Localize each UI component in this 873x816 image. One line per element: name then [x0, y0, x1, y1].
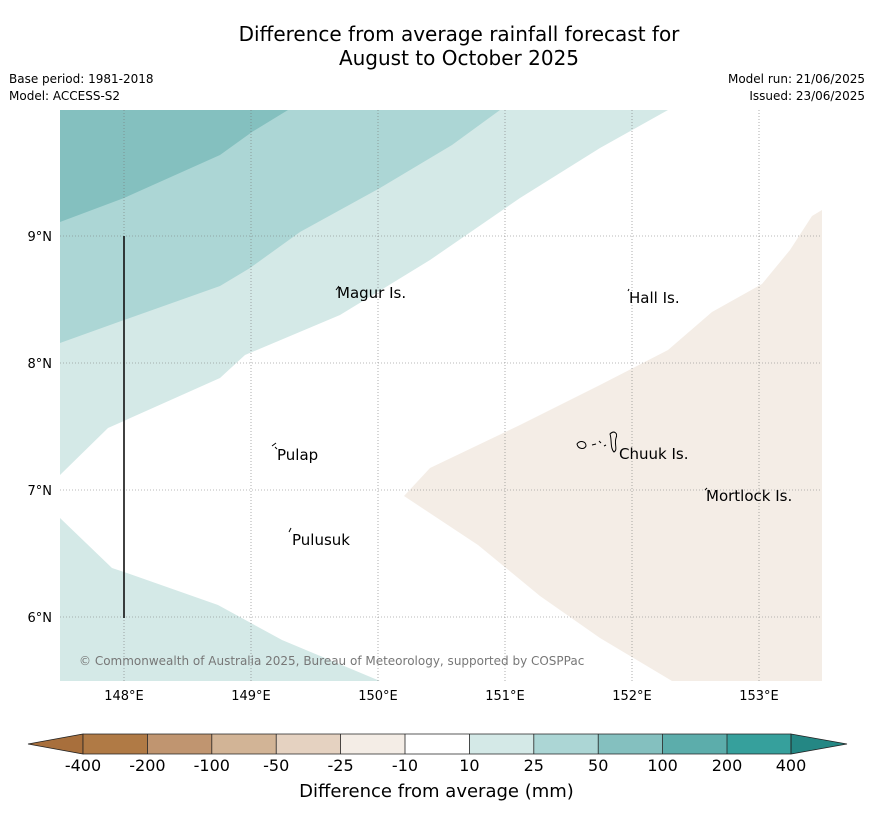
colorbar-box-5 [340, 734, 405, 754]
pulusuk-island-shape [288, 527, 292, 533]
colorbar-box-4 [276, 734, 341, 754]
lon-tick-151: 151°E [485, 689, 525, 704]
pulap-island-shape [271, 442, 278, 450]
map-panel: Magur Is. Hall Is. Pulap Chuuk Is. Mortl… [60, 110, 822, 681]
colorbar-label-neg100: -100 [193, 756, 230, 775]
colorbar-label-neg10: -10 [391, 756, 419, 775]
base-period: Base period: 1981-2018 [9, 72, 154, 86]
colorbar-box-8 [533, 734, 599, 754]
lon-tick-148: 148°E [104, 689, 144, 704]
place-label-hall: Hall Is. [629, 289, 680, 307]
model-run: Model run: 21/06/2025 [727, 72, 865, 86]
anomaly-area-10-25-lower [60, 518, 380, 681]
gridlines [60, 110, 822, 681]
lon-tick-152: 152°E [612, 689, 652, 704]
place-label-pulap: Pulap [277, 446, 318, 464]
colorbar-label-100: 100 [647, 756, 678, 775]
lon-tick-149: 149°E [231, 689, 271, 704]
colorbar-label-neg50: -50 [263, 756, 290, 775]
colorbar [27, 733, 848, 755]
model-name: Model: ACCESS-S2 [9, 89, 121, 103]
title-line-2: August to October 2025 [338, 46, 580, 70]
colorbar-label-50: 50 [588, 756, 609, 775]
lat-tick-labels: 9°N 8°N 7°N 6°N [28, 230, 53, 626]
map-title: Difference from average rainfall forecas… [0, 22, 873, 70]
anomaly-area-minus25-minus10 [404, 210, 822, 681]
colorbar-label-neg25: -25 [327, 756, 354, 775]
place-label-pulusuk: Pulusuk [292, 531, 350, 549]
colorbar-label-neg200: -200 [129, 756, 166, 775]
lon-tick-150: 150°E [358, 689, 398, 704]
colorbar-box-2 [147, 734, 212, 754]
lat-tick-8n: 8°N [28, 357, 53, 372]
anomaly-area-50-100 [60, 110, 288, 222]
meta-left: Base period: 1981-2018 Model: ACCESS-S2 [9, 71, 154, 105]
colorbar-box-7 [469, 734, 534, 754]
colorbar-label-10: 10 [459, 756, 480, 775]
colorbar-title: Difference from average (mm) [299, 781, 574, 802]
issued-date: Issued: 23/06/2025 [749, 89, 865, 103]
mortlock-island-shape [704, 487, 708, 491]
colorbar-label-25: 25 [523, 756, 544, 775]
hall-island-shape [627, 288, 630, 292]
place-labels: Magur Is. Hall Is. Pulap Chuuk Is. Mortl… [277, 284, 792, 549]
colorbar-box-3 [211, 734, 277, 754]
colorbar-box-11 [727, 734, 791, 754]
colorbar-box-10 [662, 734, 727, 754]
colorbar-box-9 [598, 734, 663, 754]
magur-island-shape [335, 285, 340, 291]
chuuk-lagoon-shape [576, 431, 617, 453]
lon-tick-153: 153°E [739, 689, 779, 704]
meta-right: Model run: 21/06/2025 Issued: 23/06/2025 [728, 71, 865, 105]
colorbar-extend-low [27, 733, 84, 755]
title-line-1: Difference from average rainfall forecas… [238, 22, 680, 46]
place-label-chuuk: Chuuk Is. [619, 445, 688, 463]
colorbar-box-1 [83, 734, 148, 754]
lat-tick-7n: 7°N [28, 484, 53, 499]
colorbar-label-400: 400 [775, 756, 807, 775]
lat-tick-9n: 9°N [28, 230, 53, 245]
place-label-mortlock: Mortlock Is. [706, 487, 792, 505]
island-markers [271, 285, 708, 533]
colorbar-label-200: 200 [711, 756, 743, 775]
colorbar-box-6 [405, 734, 470, 754]
colorbar-label-neg400: -400 [64, 756, 102, 775]
lon-tick-labels: 148°E 149°E 150°E 151°E 152°E 153°E [104, 689, 779, 704]
place-label-magur: Magur Is. [337, 284, 406, 302]
colorbar-extend-high [790, 733, 848, 755]
copyright-notice: © Commonwealth of Australia 2025, Bureau… [79, 654, 584, 668]
lat-tick-6n: 6°N [28, 611, 53, 626]
